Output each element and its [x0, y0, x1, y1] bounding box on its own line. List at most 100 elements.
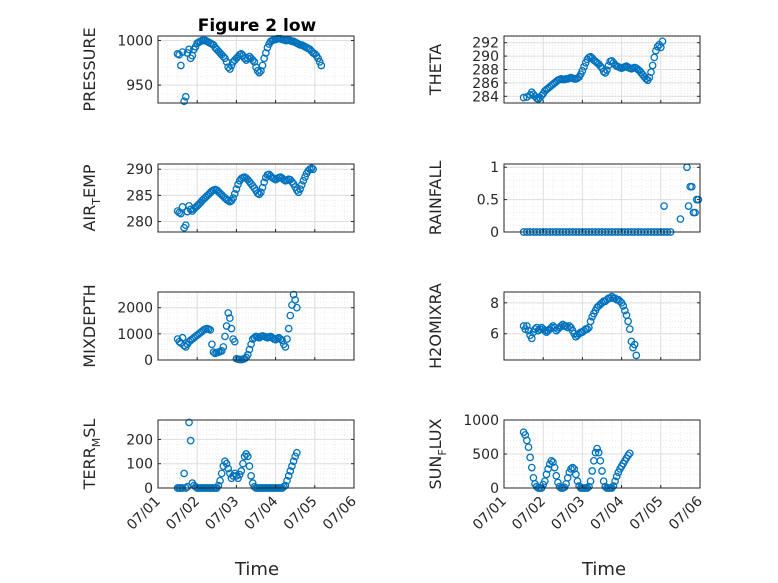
y-axis-label-4: RAINFALL — [426, 161, 445, 236]
data-point-8-66 — [625, 449, 634, 458]
data-point-6-65 — [624, 317, 632, 326]
x-tick-label: 07/04 — [242, 493, 282, 533]
x-tick-label: 07/02 — [163, 494, 203, 534]
data-point-8-48 — [596, 456, 605, 465]
data-point-5-68 — [283, 335, 291, 343]
data-point-1-8 — [185, 45, 193, 54]
data-point-5-72 — [289, 290, 298, 299]
y-tick-label: 286 — [472, 76, 499, 92]
data-point-8-33 — [572, 470, 580, 479]
data-point-8-6 — [527, 463, 536, 472]
data-point-7-71 — [288, 462, 296, 470]
data-point-7-9 — [186, 436, 195, 445]
y-tick-label: 0 — [144, 353, 153, 369]
data-point-8-43 — [588, 467, 597, 475]
data-point-3-35 — [229, 194, 237, 202]
x-tick-label: 07/05 — [627, 494, 667, 534]
data-point-2-78 — [648, 61, 657, 70]
data-point-2-81 — [653, 42, 662, 51]
data-point-7-46 — [247, 472, 255, 480]
x-tick-label: 07/06 — [666, 493, 706, 533]
data-point-3-53 — [258, 183, 267, 192]
data-point-5-21 — [206, 326, 215, 334]
data-point-1-4 — [178, 48, 187, 56]
subplot-8: 0 500 1000 07/01 07/02 07/03 07/04 07/05 07/06 SU… — [426, 413, 706, 533]
data-point-6-3 — [523, 322, 531, 330]
data-point-7-66 — [279, 482, 288, 491]
data-point-7-45 — [245, 462, 254, 470]
data-point-8-5 — [526, 453, 534, 462]
data-point-3-6 — [181, 221, 190, 230]
data-point-8-30 — [567, 465, 575, 473]
data-point-3-37 — [232, 185, 241, 193]
data-point-7-27 — [216, 476, 224, 485]
data-point-3-84 — [309, 165, 318, 174]
data-point-8-22 — [554, 478, 562, 487]
subplot-4: 0 0.5 1 RAINFALL — [426, 160, 703, 241]
data-point-7-40 — [237, 467, 246, 475]
data-point-8-31 — [568, 463, 577, 472]
data-point-5-44 — [243, 350, 252, 359]
data-point-1-44 — [243, 54, 252, 63]
data-point-4-48 — [676, 215, 685, 223]
data-point-4-47 — [660, 202, 668, 210]
x-tick-label: 07/05 — [281, 494, 321, 534]
data-point-1-56 — [263, 43, 272, 52]
data-point-7-69 — [284, 472, 293, 480]
y-tick-label: 0 — [144, 481, 153, 497]
data-point-6-14 — [540, 326, 549, 335]
data-point-2-50 — [603, 66, 611, 75]
x-axis-label-left: Time — [234, 559, 279, 580]
data-point-8-45 — [591, 448, 600, 457]
y-axis-label-3: AIRTEMP — [80, 164, 103, 231]
data-point-5-34 — [227, 324, 236, 333]
y-tick-label: 284 — [472, 89, 499, 105]
y-tick-label: 1000 — [463, 413, 499, 429]
data-point-3-74 — [292, 186, 301, 195]
data-point-8-56 — [609, 482, 618, 490]
axis-box-4 — [503, 163, 701, 233]
data-point-1-53 — [258, 61, 267, 70]
data-point-7-72 — [289, 457, 298, 466]
data-point-4-50 — [684, 202, 693, 210]
data-point-3-52 — [257, 188, 265, 197]
y-tick-label: 500 — [472, 447, 499, 463]
y-axis-label-1: PRESSURE — [80, 27, 99, 111]
y-tick-label: 1000 — [117, 33, 153, 49]
data-point-4-56 — [694, 195, 703, 204]
data-point-6-42 — [586, 317, 595, 326]
x-tick-label: 07/03 — [548, 494, 588, 534]
y-tick-label: 200 — [126, 432, 153, 448]
y-axis-label-6: H2OMIXRA — [426, 283, 445, 369]
data-point-1-51 — [255, 68, 264, 77]
subplot-1: 950 1000 PRESSURE — [80, 27, 355, 112]
data-point-7-73 — [291, 452, 300, 461]
data-point-5-22 — [208, 340, 216, 349]
x-tick-label: 07/06 — [320, 493, 360, 533]
data-point-6-66 — [625, 325, 634, 333]
data-point-5-74 — [292, 303, 301, 312]
data-point-3-79 — [301, 173, 309, 181]
subplot-5: 0 1000 2000 MIXDEPTH — [80, 284, 355, 369]
y-tick-label: 1 — [490, 160, 499, 176]
data-point-1-30 — [221, 54, 229, 63]
data-point-2-79 — [650, 53, 659, 62]
data-point-5-36 — [230, 337, 239, 346]
y-axis-label-8: SUNFLUX — [426, 418, 449, 489]
data-point-7-5 — [180, 469, 188, 478]
y-tick-label: 290 — [472, 49, 499, 65]
data-point-6-69 — [630, 340, 639, 349]
x-tick-label: 07/01 — [124, 494, 164, 534]
data-point-7-74 — [292, 448, 301, 457]
data-point-8-57 — [611, 477, 619, 486]
y-tick-label: 0.5 — [477, 193, 499, 209]
data-point-8-3 — [523, 436, 531, 445]
figure-title: Figure 2 low — [198, 16, 317, 36]
data-point-7-28 — [217, 469, 226, 478]
subplot-3: 280 285 290 AIRTEMP — [80, 162, 355, 233]
data-point-2-84 — [658, 37, 667, 46]
data-point-5-65 — [278, 336, 286, 345]
